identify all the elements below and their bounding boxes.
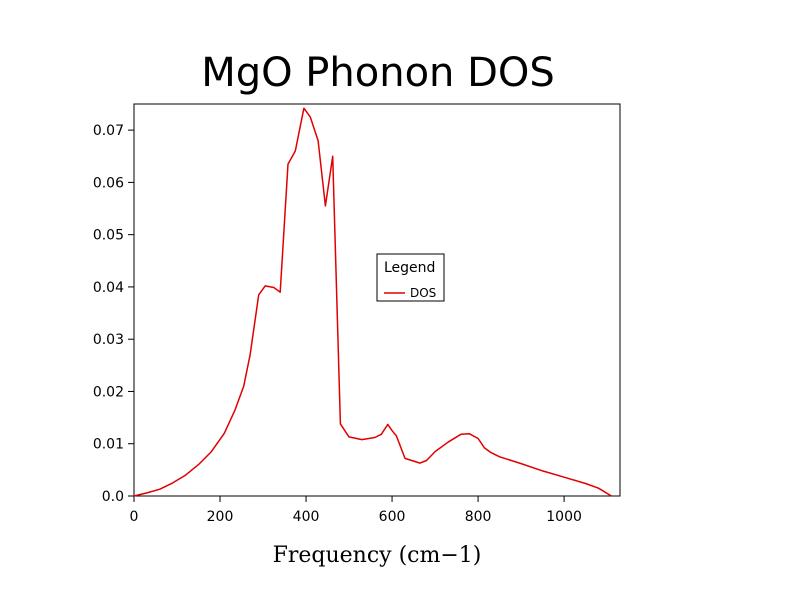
series-layer xyxy=(133,107,612,497)
y-tick-label: 0.01 xyxy=(93,437,124,453)
y-tick-label: 0.06 xyxy=(93,175,124,191)
legend: Legend DOS xyxy=(376,253,445,302)
x-tick-label: 0 xyxy=(130,509,139,525)
y-tick-label: 0.0 xyxy=(102,489,124,505)
x-tick-label: 1000 xyxy=(546,509,582,525)
x-tick-label: 600 xyxy=(379,509,406,525)
x-tick-label: 800 xyxy=(465,509,492,525)
x-tick-label: 200 xyxy=(207,509,234,525)
x-axis-ticks: 0 200 400 600 800 1000 xyxy=(130,496,582,525)
y-axis-ticks: 0.0 0.01 0.02 0.03 0.04 0.05 0.06 0.07 xyxy=(93,123,134,505)
x-axis-title: Frequency (cm−1) xyxy=(273,543,482,568)
y-tick-label: 0.05 xyxy=(93,228,124,244)
y-tick-label: 0.04 xyxy=(93,280,124,296)
legend-title: Legend xyxy=(384,260,435,276)
plot-frame xyxy=(133,103,621,497)
x-tick-label: 400 xyxy=(293,509,320,525)
y-tick-label: 0.03 xyxy=(93,332,124,348)
legend-label-dos: DOS xyxy=(410,286,436,300)
y-tick-label: 0.07 xyxy=(93,123,124,139)
y-tick-label: 0.02 xyxy=(93,384,124,400)
series-line-dos xyxy=(133,107,612,497)
chart-title: MgO Phonon DOS xyxy=(201,50,555,96)
